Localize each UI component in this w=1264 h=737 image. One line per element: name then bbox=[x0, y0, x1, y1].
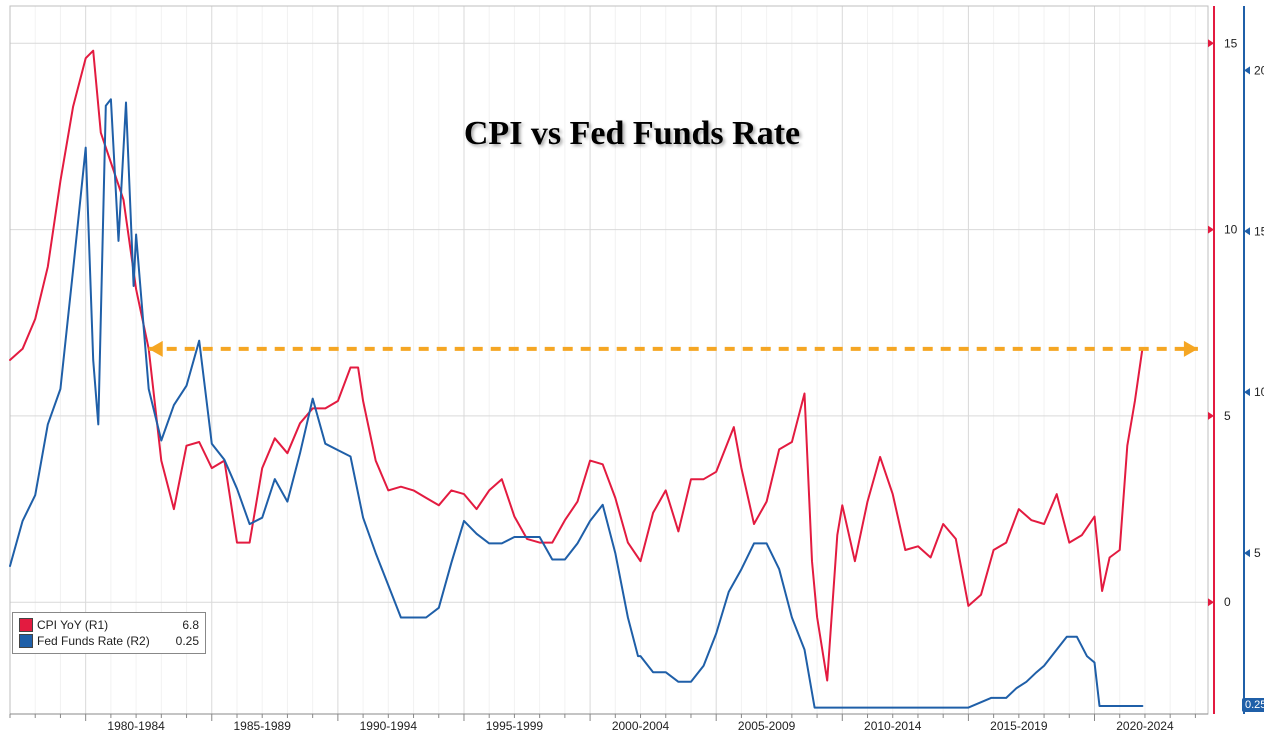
svg-text:1985-1989: 1985-1989 bbox=[234, 719, 292, 733]
svg-text:10: 10 bbox=[1254, 385, 1264, 399]
svg-text:5: 5 bbox=[1254, 546, 1261, 560]
legend-swatch-cpi bbox=[19, 618, 33, 632]
svg-text:1995-1999: 1995-1999 bbox=[486, 719, 544, 733]
legend-row-fed: Fed Funds Rate (R2) 0.25 bbox=[19, 633, 199, 649]
svg-text:2005-2009: 2005-2009 bbox=[738, 719, 796, 733]
svg-text:0: 0 bbox=[1224, 595, 1231, 609]
svg-text:15: 15 bbox=[1224, 36, 1238, 50]
legend-name-cpi: CPI YoY (R1) bbox=[37, 617, 108, 633]
legend-value-fed: 0.25 bbox=[176, 633, 199, 649]
svg-text:1990-1994: 1990-1994 bbox=[360, 719, 418, 733]
svg-text:2020-2024: 2020-2024 bbox=[1116, 719, 1174, 733]
svg-text:20: 20 bbox=[1254, 63, 1264, 77]
svg-text:2015-2019: 2015-2019 bbox=[990, 719, 1048, 733]
svg-text:2010-2014: 2010-2014 bbox=[864, 719, 922, 733]
svg-text:15: 15 bbox=[1254, 224, 1264, 238]
legend-value-cpi: 6.8 bbox=[182, 617, 199, 633]
svg-text:5: 5 bbox=[1224, 409, 1231, 423]
legend-box: CPI YoY (R1) 6.8 Fed Funds Rate (R2) 0.2… bbox=[12, 612, 206, 654]
svg-text:1980-1984: 1980-1984 bbox=[107, 719, 165, 733]
right-axis-last-value-badge: 0.25 bbox=[1242, 698, 1264, 712]
svg-text:10: 10 bbox=[1224, 223, 1238, 237]
legend-row-cpi: CPI YoY (R1) 6.8 bbox=[19, 617, 199, 633]
legend-swatch-fed bbox=[19, 634, 33, 648]
svg-text:2000-2004: 2000-2004 bbox=[612, 719, 670, 733]
legend-name-fed: Fed Funds Rate (R2) bbox=[37, 633, 150, 649]
